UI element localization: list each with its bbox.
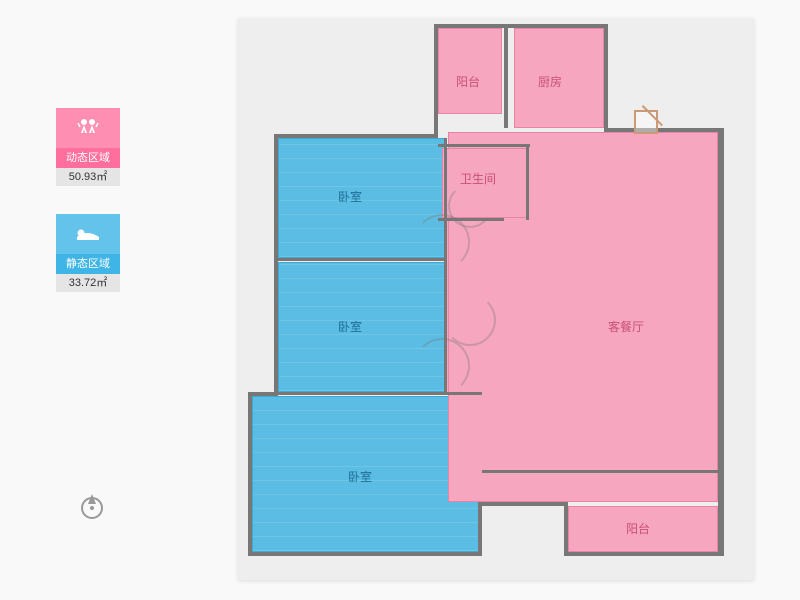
wall: [526, 144, 529, 220]
wall: [604, 24, 608, 132]
room-label-bathroom: 卫生间: [460, 170, 496, 187]
legend-static: 静态区域 33.72㎡: [56, 214, 120, 292]
wall: [478, 502, 482, 556]
compass-icon: [76, 490, 108, 522]
room-label-kitchen: 厨房: [538, 73, 562, 90]
legend-dynamic: 动态区域 50.93㎡: [56, 108, 120, 186]
wall: [482, 470, 722, 473]
wall: [604, 128, 724, 132]
legend-static-icon: [56, 214, 120, 254]
wall: [434, 24, 608, 28]
room-label-living-dining: 客餐厅: [608, 318, 644, 335]
room-label-bedroom-3: 卧室: [348, 468, 372, 485]
legend-dynamic-icon: [56, 108, 120, 148]
wall: [274, 134, 438, 138]
wall: [438, 144, 530, 147]
door-arc: [444, 294, 496, 346]
wall: [248, 392, 252, 556]
wall: [248, 392, 278, 396]
people-icon: [74, 117, 102, 139]
wall: [248, 552, 482, 556]
room-balcony-top: [438, 28, 502, 114]
legend-dynamic-value: 50.93㎡: [56, 168, 120, 186]
wall: [274, 134, 278, 396]
room-label-balcony-bottom: 阳台: [626, 520, 650, 537]
room-label-balcony-top: 阳台: [456, 73, 480, 90]
room-label-bedroom-2: 卧室: [338, 318, 362, 335]
wall: [278, 392, 482, 395]
legend-dynamic-title: 动态区域: [56, 148, 120, 168]
legend-panel: 动态区域 50.93㎡ 静态区域 33.72㎡: [56, 108, 120, 320]
sleep-icon: [73, 225, 103, 243]
wall: [564, 502, 568, 556]
window-detail: [634, 110, 658, 134]
legend-static-value: 33.72㎡: [56, 274, 120, 292]
door-arc: [414, 338, 470, 394]
wall: [718, 128, 724, 556]
wall: [434, 24, 438, 138]
door-arc: [448, 184, 492, 228]
wall: [564, 552, 722, 556]
wall: [504, 26, 508, 128]
floorplan: 阳台厨房卫生间客餐厅阳台卧室卧室卧室: [238, 18, 754, 580]
room-label-bedroom-1: 卧室: [338, 188, 362, 205]
legend-static-title: 静态区域: [56, 254, 120, 274]
wall: [478, 502, 568, 506]
